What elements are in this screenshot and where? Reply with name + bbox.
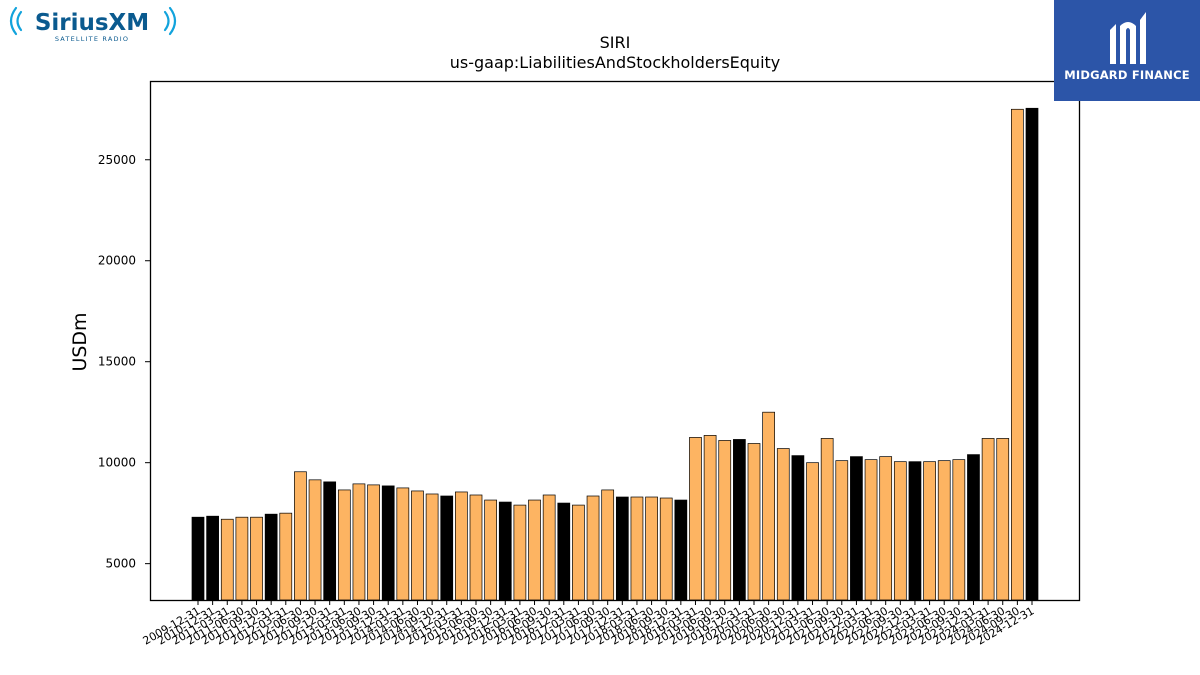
bar-2018-12-31 — [674, 499, 688, 601]
bar-2016-09-30 — [542, 494, 556, 601]
siriusxm-wordmark: SiriusXM — [35, 10, 149, 36]
bar-2017-09-30 — [601, 489, 615, 601]
bar-2024-03-31 — [981, 438, 995, 601]
bar-2013-12-31 — [381, 485, 395, 601]
y-tick-label: 5000 — [105, 557, 136, 571]
y-tick-label: 20000 — [98, 254, 136, 268]
bar-2018-09-30 — [659, 497, 673, 601]
bar-2019-03-31 — [689, 437, 702, 601]
bar-2016-06-30 — [528, 499, 541, 601]
bar-2012-12-31 — [323, 481, 337, 601]
bar-2023-06-30 — [937, 460, 951, 601]
bars-group — [191, 107, 1039, 601]
y-tick-label: 10000 — [98, 456, 136, 470]
chart-title: SIRI — [600, 33, 631, 52]
bar-2011-06-30 — [235, 516, 249, 601]
chart-subtitle: us-gaap:LiabilitiesAndStockholdersEquity — [450, 53, 781, 72]
x-axis-ticks: 2009-12-312010-12-312011-03-312011-06-30… — [141, 600, 1037, 648]
bar-2013-03-31 — [337, 489, 351, 601]
midgard-monogram-icon — [1110, 12, 1146, 64]
plot-frame — [149, 80, 1081, 602]
midgard-finance-wordmark: MIDGARD FINANCE — [1064, 68, 1190, 82]
bar-2021-12-31 — [850, 456, 863, 601]
bar-2021-09-30 — [835, 460, 849, 601]
bar-2022-09-30 — [893, 461, 907, 601]
siriusxm-logo: SiriusXM SATELLITE RADIO — [9, 6, 177, 43]
bar-2022-12-31 — [908, 461, 922, 601]
bar-2015-06-30 — [469, 494, 483, 601]
bar-2014-03-31 — [396, 487, 410, 601]
bar-2012-06-30 — [294, 471, 307, 601]
bar-2023-03-31 — [923, 461, 936, 601]
bar-2019-06-30 — [703, 435, 717, 601]
bar-2012-09-30 — [308, 479, 322, 601]
bar-2017-03-31 — [572, 504, 585, 601]
radio-waves-right-icon — [163, 6, 177, 36]
bar-2022-03-31 — [864, 459, 878, 601]
bar-2018-03-31 — [630, 496, 644, 601]
bar-2015-12-31 — [498, 501, 512, 601]
y-axis-ticks: 5000 10000 15000 20000 25000 — [98, 153, 150, 571]
bar-2011-09-30 — [250, 516, 263, 601]
bar-2021-06-30 — [820, 438, 834, 601]
bar-2024-12-31 — [1025, 107, 1039, 601]
bar-2019-09-30 — [718, 440, 732, 601]
bar-2014-12-31 — [440, 495, 454, 601]
bar-2023-12-31 — [967, 454, 980, 601]
bar-2016-03-31 — [513, 504, 527, 601]
bar-2017-06-30 — [586, 495, 600, 601]
y-tick-label: 15000 — [98, 355, 136, 369]
bar-2015-09-30 — [484, 499, 497, 601]
bar-2020-06-30 — [762, 411, 775, 601]
bar-2015-03-31 — [455, 491, 468, 601]
bar-2022-06-30 — [879, 456, 893, 601]
bar-2014-06-30 — [411, 490, 424, 601]
bar-2009-12-31 — [191, 516, 205, 601]
bar-2019-12-31 — [733, 439, 746, 601]
bar-2010-12-31 — [206, 515, 219, 601]
bar-2024-09-30 — [1011, 108, 1024, 601]
bar-2023-09-30 — [952, 459, 966, 601]
y-tick-label: 25000 — [98, 153, 136, 167]
y-axis-label: USDm — [69, 312, 91, 371]
bar-2011-03-31 — [220, 518, 234, 601]
bar-2024-06-30 — [996, 438, 1010, 601]
bar-2020-03-31 — [747, 443, 761, 601]
radio-waves-left-icon — [9, 6, 23, 36]
bar-2013-09-30 — [367, 484, 380, 601]
bar-2018-06-30 — [645, 496, 658, 601]
bar-2012-03-31 — [279, 512, 293, 601]
siriusxm-tagline: SATELLITE RADIO — [55, 35, 129, 43]
bar-2017-12-31 — [615, 496, 629, 601]
bar-2011-12-31 — [264, 513, 278, 601]
bar-2021-03-31 — [806, 462, 819, 601]
bar-2020-09-30 — [776, 448, 790, 601]
bar-2014-09-30 — [425, 493, 439, 601]
bar-2020-12-31 — [791, 455, 805, 601]
midgard-finance-logo: MIDGARD FINANCE — [1054, 0, 1200, 101]
bar-2016-12-31 — [557, 502, 571, 601]
bar-2013-06-30 — [352, 483, 366, 601]
